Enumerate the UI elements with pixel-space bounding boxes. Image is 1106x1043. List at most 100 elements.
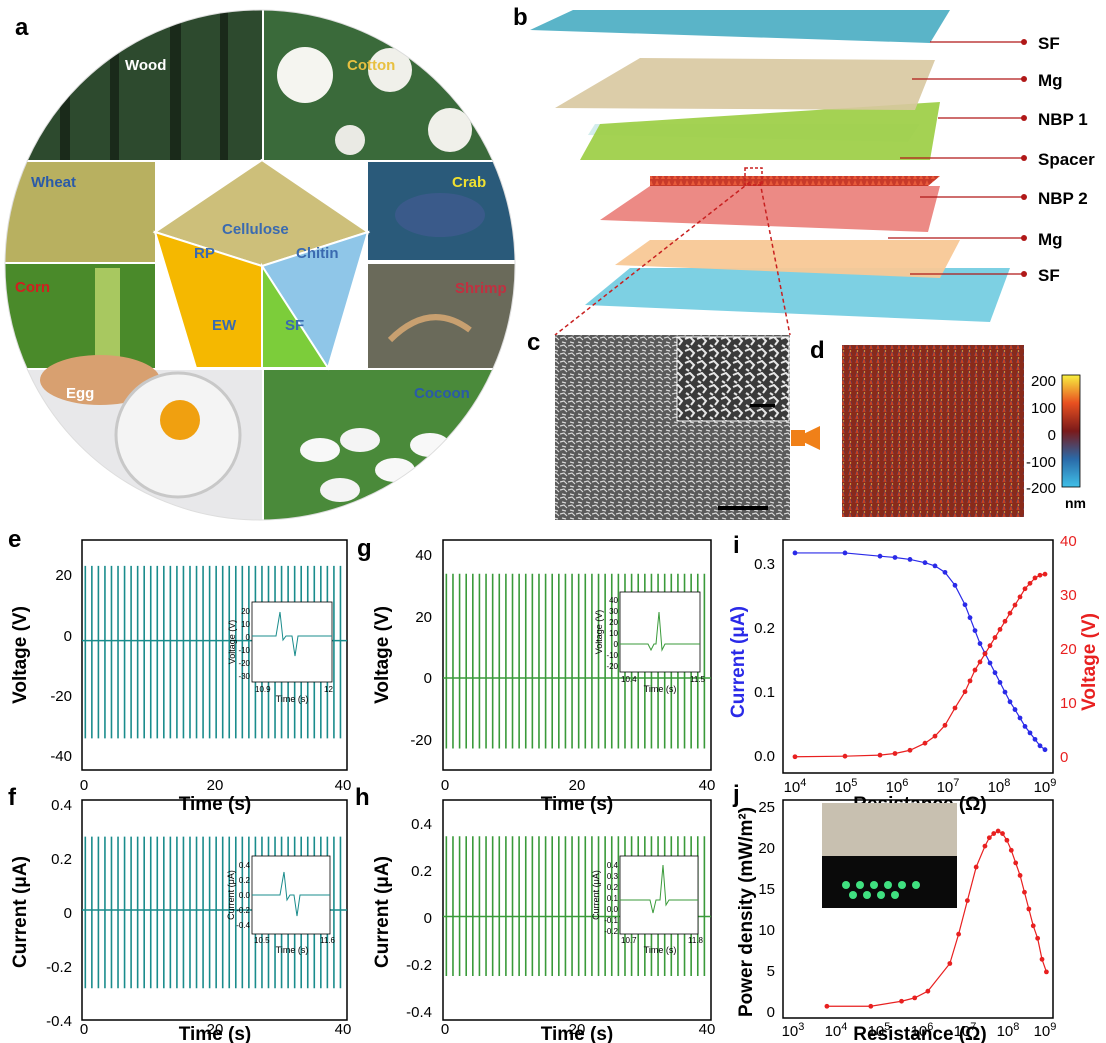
- x-tick: 106: [886, 777, 909, 796]
- x-tick: 107: [954, 1021, 977, 1040]
- layer-nbp2-spikes: [650, 176, 940, 186]
- inset-x-tick: 10.4: [621, 675, 637, 684]
- plot-frame: [442, 799, 712, 1021]
- x-tick: 108: [997, 1021, 1020, 1040]
- data-point: [1032, 736, 1038, 742]
- panel-e: 20 0 -20 -40 0 20 40 Time (s) Voltage (V…: [10, 539, 351, 815]
- data-point: [977, 641, 983, 646]
- y-tick-left: 0.1: [754, 684, 775, 701]
- layer-label-mg-bottom: Mg: [1038, 230, 1063, 249]
- layer-mg-top: [555, 58, 935, 110]
- series-group: [824, 828, 1049, 1009]
- data-point: [842, 753, 848, 759]
- y-tick-right: 30: [1060, 587, 1077, 604]
- photo-label-cocoon: Cocoon: [414, 385, 470, 402]
- data-point: [982, 843, 988, 849]
- leader-dot: [1021, 76, 1027, 82]
- layer-label-spacer: Spacer: [1038, 150, 1095, 169]
- inset-y-tick: 0: [614, 640, 619, 649]
- colorbar: [1061, 374, 1081, 488]
- y-tick: 40: [415, 547, 432, 564]
- data-point: [824, 1003, 830, 1009]
- inset-y-tick: 0.0: [607, 905, 619, 914]
- inset-y-tick: 0.4: [607, 861, 619, 870]
- data-point: [952, 582, 958, 588]
- y-axis-label: Current (μA): [10, 856, 31, 968]
- inset-x-tick: 11.8: [688, 936, 704, 945]
- y-tick: 20: [415, 609, 432, 626]
- y-tick-right: 10: [1060, 695, 1077, 712]
- x-tick: 106: [911, 1021, 934, 1040]
- inset-trace: [252, 611, 332, 657]
- y-tick: 15: [758, 881, 775, 898]
- x-ticks: 104 105 106 107 108 109: [784, 777, 1057, 796]
- x-ticks: 103 104 105 106 107 108 109: [782, 1021, 1057, 1040]
- photo-label-egg: Egg: [66, 385, 94, 402]
- data-point: [892, 751, 898, 756]
- layer-markers: [888, 39, 1027, 277]
- photo-label-wheat: Wheat: [31, 174, 76, 191]
- inset-y-tick: 0: [246, 633, 251, 642]
- leader-dot: [1021, 235, 1027, 241]
- x-axis-label: Time (s): [541, 1024, 614, 1043]
- leader-dot: [1021, 194, 1027, 200]
- leader-dot: [1021, 155, 1027, 161]
- data-point: [1042, 571, 1048, 577]
- photo-label-crab: Crab: [452, 174, 486, 191]
- plot-frame: [782, 799, 1054, 1019]
- panel-h: 0.4 0.2 0 -0.2 -0.4 0 20 40 Time (s) Cur…: [372, 799, 716, 1043]
- data-point: [1017, 715, 1023, 721]
- data-point: [964, 898, 970, 904]
- y-tick-right: 40: [1060, 533, 1077, 550]
- y-tick: 0.2: [51, 851, 72, 868]
- data-point: [1027, 730, 1033, 736]
- data-point: [992, 670, 998, 676]
- inset-trace: [620, 611, 700, 652]
- data-point: [995, 828, 1001, 834]
- sem-inset: [676, 336, 790, 422]
- scale-bar: [718, 506, 768, 510]
- colorbar-tick: 200: [1031, 373, 1056, 390]
- inset-y-tick: 0.1: [607, 894, 619, 903]
- inset-y-tick: -0.2: [604, 927, 618, 936]
- x-tick: 40: [699, 1021, 716, 1038]
- x-tick: 0: [441, 1021, 449, 1038]
- layer-label-sf-bottom: SF: [1038, 266, 1060, 285]
- photo-label-cotton: Cotton: [347, 57, 395, 74]
- inset-y-tick: -20: [606, 662, 618, 671]
- x-tick: 109: [1034, 777, 1057, 796]
- data-point: [907, 557, 913, 562]
- inset-y-tick: -0.4: [236, 921, 250, 930]
- x-axis-label: Time (s): [179, 794, 252, 815]
- inset-y-label: Voltage (V): [594, 610, 604, 655]
- colorbar-unit: nm: [1065, 495, 1086, 511]
- y-tick: 10: [758, 922, 775, 939]
- data-point: [992, 635, 998, 640]
- inset: 10.9 12 20 10 0 -10 -20 -30 Time (s) Vol…: [227, 601, 333, 704]
- y-tick-left: 0.3: [754, 556, 775, 573]
- data-point: [962, 602, 968, 608]
- data-point: [962, 689, 968, 695]
- x-tick: 104: [784, 777, 807, 796]
- photo-wheat: [5, 162, 155, 262]
- led-photo-inset: [822, 803, 957, 908]
- inset-trace: [252, 871, 330, 917]
- data-point: [1012, 602, 1018, 608]
- y-axis-label: Voltage (V): [10, 606, 31, 704]
- data-point: [912, 995, 918, 1001]
- layer-sf-bottom: [585, 268, 1010, 322]
- y-axis-label-right: Voltage (V): [1079, 613, 1100, 711]
- data-point: [1013, 860, 1019, 866]
- y-tick: 0: [767, 1004, 775, 1021]
- colorbar-tick: -100: [1026, 454, 1056, 471]
- inset-y-tick: 0.0: [239, 891, 251, 900]
- layer-label-nbp1: NBP 1: [1038, 110, 1088, 129]
- inset-y-tick: -0.2: [236, 906, 250, 915]
- data-point: [956, 931, 962, 937]
- pentagon-label-cellulose: Cellulose: [222, 221, 289, 238]
- data-point: [1000, 831, 1005, 836]
- layer-sf-top: [530, 10, 950, 43]
- x-tick: 20: [207, 777, 224, 794]
- pentagon-label-ew: EW: [212, 317, 237, 334]
